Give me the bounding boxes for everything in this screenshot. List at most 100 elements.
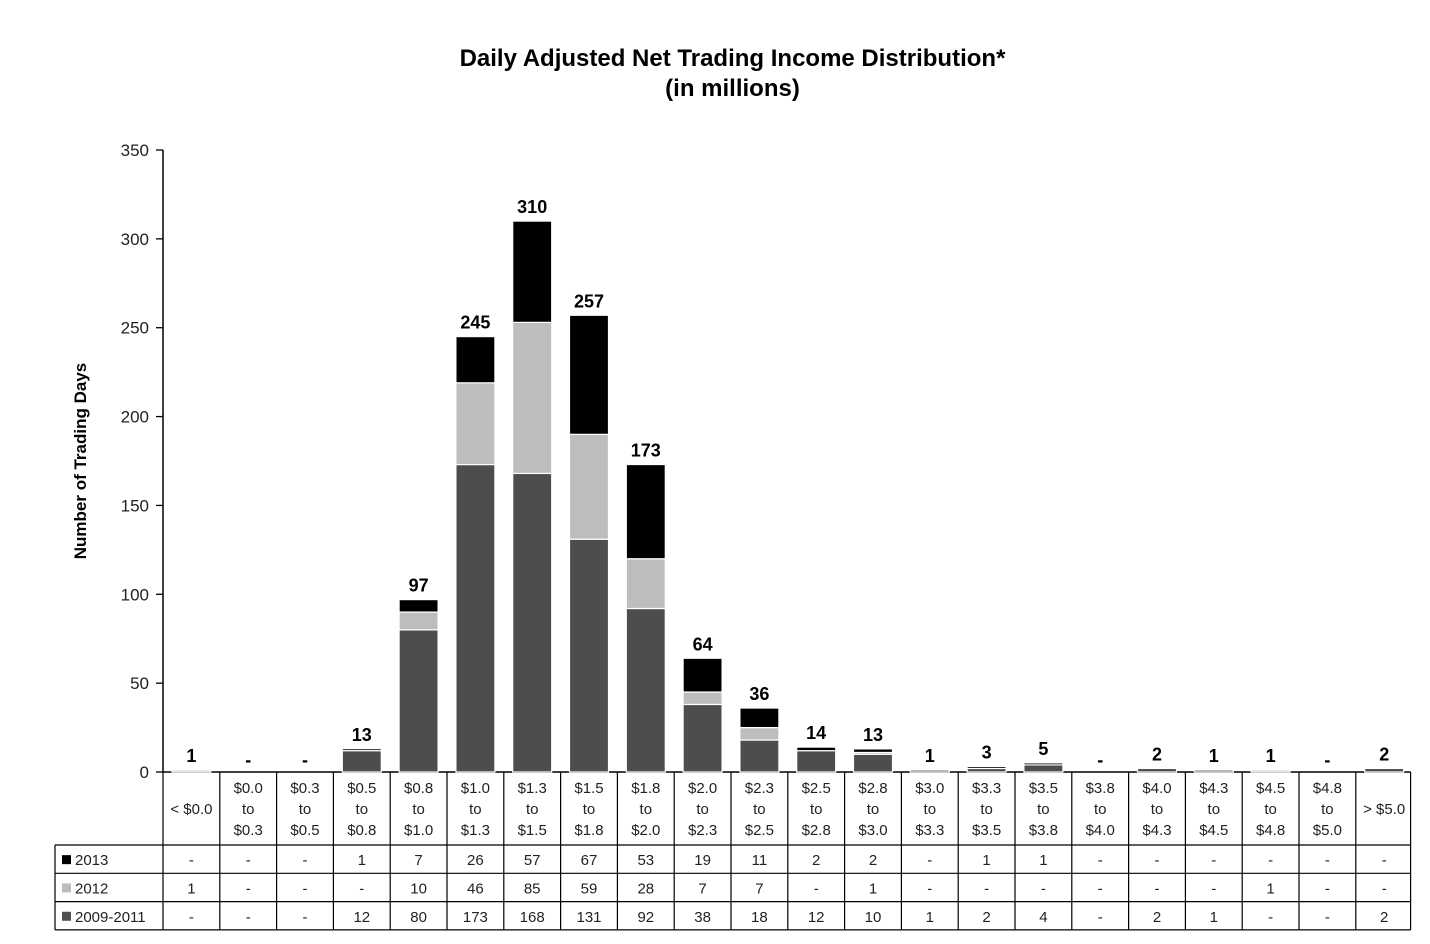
table-cell-value: -: [814, 880, 819, 897]
category-label: $0.3: [290, 780, 319, 797]
category-label: to: [867, 801, 880, 818]
category-label: to: [242, 801, 255, 818]
table-cell-value: -: [1268, 909, 1273, 926]
table-cell-value: 92: [637, 909, 654, 926]
category-label: to: [640, 801, 653, 818]
category-label: to: [299, 801, 312, 818]
category-label: $1.3: [461, 822, 490, 839]
bar-total-label: 3: [982, 743, 992, 763]
table-cell-value: 2: [869, 852, 877, 869]
chart-title: Daily Adjusted Net Trading Income Distri…: [459, 45, 1006, 72]
category-label: $4.3: [1199, 780, 1228, 797]
category-label: to: [526, 801, 539, 818]
category-label: $3.3: [972, 780, 1001, 797]
bar-segment-20092011: [682, 703, 723, 773]
table-cell-value: 57: [524, 852, 541, 869]
bar-segment-20092011: [341, 750, 382, 773]
category-label: < $0.0: [170, 801, 212, 818]
bar-total-label: 5: [1038, 739, 1048, 759]
table-cell-value: 12: [353, 909, 370, 926]
table-cell-value: 10: [410, 880, 427, 897]
y-tick-label: 250: [121, 319, 149, 338]
bar-total-label: -: [1324, 750, 1330, 770]
category-label: $0.5: [290, 822, 319, 839]
category-label: to: [583, 801, 596, 818]
category-label: $2.8: [858, 780, 887, 797]
category-label: $1.8: [574, 822, 603, 839]
y-tick-label: 0: [140, 763, 149, 782]
y-tick-label: 100: [121, 585, 149, 604]
y-tick-label: 350: [121, 141, 149, 160]
table-cell-value: 10: [865, 909, 882, 926]
legend-swatch: [62, 911, 71, 921]
bar-total-label: 1: [1266, 746, 1276, 766]
category-label: $2.3: [688, 822, 717, 839]
table-cell-value: -: [1098, 852, 1103, 869]
legend-label: 2013: [75, 852, 108, 869]
legend-swatch: [62, 855, 71, 865]
table-cell-value: 173: [463, 909, 488, 926]
category-label: $3.8: [1029, 822, 1058, 839]
table-cell-value: 53: [637, 852, 654, 869]
legend-label: 2012: [75, 880, 108, 897]
bar-segment-2012: [1250, 769, 1291, 773]
table-cell-value: 2: [982, 909, 990, 926]
table-cell-value: 1: [982, 852, 990, 869]
table-cell-value: 7: [698, 880, 706, 897]
category-label: $3.5: [972, 822, 1001, 839]
category-label: $4.3: [1142, 822, 1171, 839]
category-label: $0.0: [234, 780, 263, 797]
table-cell-value: 1: [1210, 909, 1218, 926]
table-cell-value: 1: [1039, 852, 1047, 869]
bar-segment-20092011: [739, 739, 780, 773]
category-label: $1.8: [631, 780, 660, 797]
table-cell-value: -: [303, 909, 308, 926]
table-cell-value: 7: [414, 852, 422, 869]
category-label: $3.0: [915, 780, 944, 797]
category-label: to: [810, 801, 823, 818]
table-cell-value: 12: [808, 909, 825, 926]
category-label: to: [1151, 801, 1164, 818]
table-cell-value: -: [1041, 880, 1046, 897]
bar-total-label: 173: [631, 441, 661, 461]
bar-segment-20092011: [1364, 767, 1405, 773]
bar-segment-2013: [455, 336, 496, 384]
category-label: $0.8: [347, 822, 376, 839]
category-label: to: [1321, 801, 1334, 818]
table-cell-value: -: [1211, 880, 1216, 897]
category-label: $1.5: [518, 822, 547, 839]
bar-segment-20092011: [455, 463, 496, 773]
category-label: $2.8: [802, 822, 831, 839]
table-cell-value: -: [927, 852, 932, 869]
bar-total-label: 14: [806, 723, 826, 743]
table-cell-value: -: [1155, 852, 1160, 869]
category-label: to: [696, 801, 709, 818]
category-label: $5.0: [1313, 822, 1342, 839]
category-label: $1.5: [574, 780, 603, 797]
table-cell-value: 26: [467, 852, 484, 869]
legend-swatch: [62, 883, 71, 893]
bar-segment-20092011: [1023, 764, 1064, 773]
table-cell-value: -: [1098, 909, 1103, 926]
category-label: to: [1264, 801, 1277, 818]
table-cell-value: 38: [694, 909, 711, 926]
table-cell-value: 1: [187, 880, 195, 897]
category-label: $4.0: [1142, 780, 1171, 797]
chart-subtitle: (in millions): [665, 75, 800, 102]
table-cell-value: 46: [467, 880, 484, 897]
bar-segment-2012: [398, 611, 439, 631]
bar-segment-2012: [625, 558, 666, 610]
category-label: $4.5: [1256, 780, 1285, 797]
y-axis-label: Number of Trading Days: [71, 363, 90, 559]
table-cell-value: 1: [869, 880, 877, 897]
table-cell-value: 4: [1039, 909, 1047, 926]
category-label: $0.3: [234, 822, 263, 839]
bar-total-label: 13: [863, 725, 883, 745]
category-label: $1.3: [518, 780, 547, 797]
table-cell-value: 19: [694, 852, 711, 869]
legend-label: 2009-2011: [75, 909, 146, 926]
category-label: $3.5: [1029, 780, 1058, 797]
table-cell-value: -: [1325, 880, 1330, 897]
bar-segment-2012: [171, 769, 212, 773]
